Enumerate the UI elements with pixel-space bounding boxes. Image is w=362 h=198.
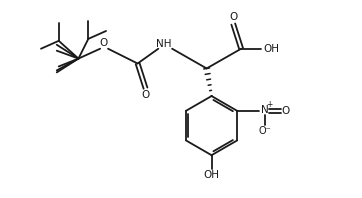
Text: +: + xyxy=(266,100,273,109)
Text: O: O xyxy=(99,38,107,48)
Text: O: O xyxy=(281,106,290,116)
Text: OH: OH xyxy=(264,44,280,54)
Text: OH: OH xyxy=(203,170,220,180)
Text: O: O xyxy=(142,90,150,100)
Text: NH: NH xyxy=(156,39,172,49)
Text: N: N xyxy=(261,105,269,115)
Text: O⁻: O⁻ xyxy=(258,126,271,136)
Text: O: O xyxy=(229,12,237,22)
